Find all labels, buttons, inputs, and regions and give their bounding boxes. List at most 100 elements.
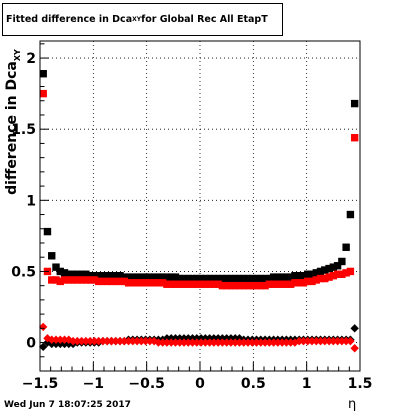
data-point-square xyxy=(312,276,320,284)
data-point-square xyxy=(252,274,261,283)
data-point-diamond xyxy=(141,336,150,346)
data-point-square xyxy=(274,273,282,281)
data-point-diamond xyxy=(154,338,163,347)
date-stamp: Wed Jun 7 18:07:25 2017 xyxy=(4,400,131,410)
y-tick-label: 1 xyxy=(26,193,36,209)
data-point-square xyxy=(218,281,227,290)
data-point-diamond xyxy=(226,334,236,343)
data-point-square xyxy=(107,277,116,286)
data-point-diamond xyxy=(188,334,197,343)
data-point-diamond xyxy=(60,335,69,344)
data-point-diamond xyxy=(209,334,219,343)
data-point-square xyxy=(124,279,133,287)
y-tick-label: 1.5 xyxy=(11,122,36,138)
data-point-square xyxy=(112,271,120,280)
data-markers xyxy=(39,70,359,353)
data-point-diamond xyxy=(222,338,231,347)
x-tick-label: 1.5 xyxy=(348,376,373,392)
data-point-diamond xyxy=(98,336,108,346)
data-point-square xyxy=(240,281,248,290)
data-point-square xyxy=(146,273,154,281)
data-point-square xyxy=(73,270,82,278)
data-point-diamond xyxy=(252,338,261,347)
data-point-diamond xyxy=(39,322,48,332)
data-point-square xyxy=(304,277,312,286)
data-point-square xyxy=(240,274,248,283)
data-point-square xyxy=(350,134,359,142)
data-point-square xyxy=(141,273,150,281)
data-point-square xyxy=(308,277,316,286)
data-point-diamond xyxy=(231,338,240,347)
data-point-square xyxy=(120,273,128,281)
data-point-diamond xyxy=(124,336,133,346)
data-point-square xyxy=(214,280,222,288)
data-point-square xyxy=(346,210,355,219)
data-point-square xyxy=(291,271,299,280)
data-point-diamond xyxy=(94,336,103,346)
data-point-square xyxy=(52,276,60,284)
data-point-square xyxy=(43,227,52,236)
data-point-square xyxy=(338,257,346,266)
data-point-square xyxy=(197,274,205,283)
data-point-square xyxy=(210,280,218,288)
data-point-diamond xyxy=(218,334,227,343)
data-point-diamond xyxy=(51,335,61,344)
data-point-diamond xyxy=(346,336,355,346)
data-point-square xyxy=(154,279,163,287)
data-point-diamond xyxy=(162,334,172,343)
data-point-square xyxy=(90,271,99,280)
data-point-square xyxy=(150,273,158,281)
data-point-diamond xyxy=(179,334,189,343)
data-point-square xyxy=(184,280,192,288)
data-point-square xyxy=(65,270,73,278)
data-point-diamond xyxy=(179,338,189,347)
data-point-square xyxy=(316,267,325,276)
data-point-square xyxy=(99,271,107,280)
axis-tick-labels: −1.5 −1 −0.5 0 0.5 1 1.5 0 0.5 1 1.5 2 xyxy=(11,51,372,392)
data-point-square xyxy=(308,270,316,278)
data-point-square xyxy=(86,271,94,280)
data-point-diamond xyxy=(167,334,176,343)
data-point-square xyxy=(124,273,133,281)
data-point-square xyxy=(180,280,188,288)
data-point-diamond xyxy=(39,342,48,352)
data-point-square xyxy=(197,280,205,288)
data-point-square xyxy=(248,281,256,290)
data-point-square xyxy=(325,273,333,281)
plot-title-suffix: for Global Rec All EtapT xyxy=(141,14,268,25)
x-axis-label: η xyxy=(348,397,357,412)
data-point-square xyxy=(329,263,338,271)
data-point-square xyxy=(116,271,124,280)
data-point-diamond xyxy=(248,338,257,347)
data-point-square xyxy=(274,280,282,288)
data-point-square xyxy=(235,274,244,283)
data-point-square xyxy=(193,280,201,288)
data-point-diamond xyxy=(329,336,338,346)
data-point-square xyxy=(269,273,278,281)
data-point-square xyxy=(90,276,99,284)
x-tick-label: −1 xyxy=(83,376,104,392)
data-point-diamond xyxy=(218,338,227,347)
y-tick-label: 2 xyxy=(26,51,36,67)
data-point-square xyxy=(304,270,312,278)
data-point-diamond xyxy=(303,336,312,346)
data-point-square xyxy=(342,243,350,251)
data-point-square xyxy=(129,279,137,287)
data-point-square xyxy=(77,276,86,284)
data-point-square xyxy=(321,274,329,283)
data-point-diamond xyxy=(213,338,223,347)
data-point-diamond xyxy=(209,338,219,347)
data-point-diamond xyxy=(175,338,184,347)
data-point-square xyxy=(257,274,265,283)
data-point-square xyxy=(286,273,295,281)
data-point-diamond xyxy=(350,324,359,333)
data-point-square xyxy=(171,273,180,281)
data-point-diamond xyxy=(60,339,69,349)
data-point-square xyxy=(163,280,171,288)
data-point-square xyxy=(52,263,60,271)
data-point-square xyxy=(77,270,86,278)
data-point-square xyxy=(299,279,308,287)
data-point-square xyxy=(244,281,252,290)
data-point-square xyxy=(193,274,201,283)
data-point-diamond xyxy=(51,339,61,349)
